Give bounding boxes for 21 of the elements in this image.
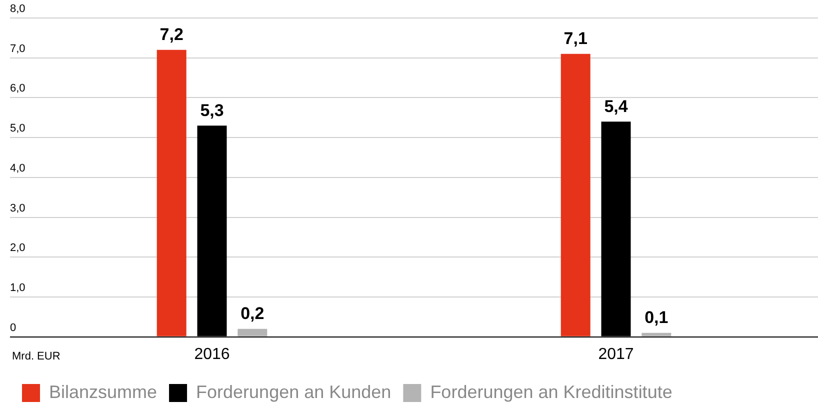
y-tick-label: 0: [10, 322, 16, 334]
y-tick-label: 1,0: [10, 282, 26, 294]
x-tick-label: 2016: [194, 346, 230, 363]
data-label: 7,1: [564, 29, 588, 48]
legend-label: Forderungen an Kreditinstitute: [430, 382, 672, 402]
x-tick-label: 2017: [598, 346, 634, 363]
text: Mrd. EUR: [12, 350, 60, 362]
y-tick-label: 5,0: [10, 122, 26, 135]
y-tick-label: 2,0: [10, 242, 26, 254]
y-tick-label: 8,0: [10, 3, 26, 16]
y-tick-label: 6,0: [10, 82, 26, 95]
legend-label: Bilanzsumme: [49, 382, 158, 402]
data-label: 0,1: [644, 308, 668, 328]
legend-label: Forderungen an Kunden: [196, 382, 392, 402]
data-label: 5,4: [604, 96, 628, 116]
y-tick-label: 4,0: [10, 162, 26, 174]
data-label: 5,3: [200, 100, 224, 120]
data-label: 0,2: [240, 304, 264, 324]
data-label: 7,2: [160, 25, 184, 44]
y-tick-label: 3,0: [10, 202, 26, 214]
y-tick-label: 7,0: [10, 42, 26, 55]
